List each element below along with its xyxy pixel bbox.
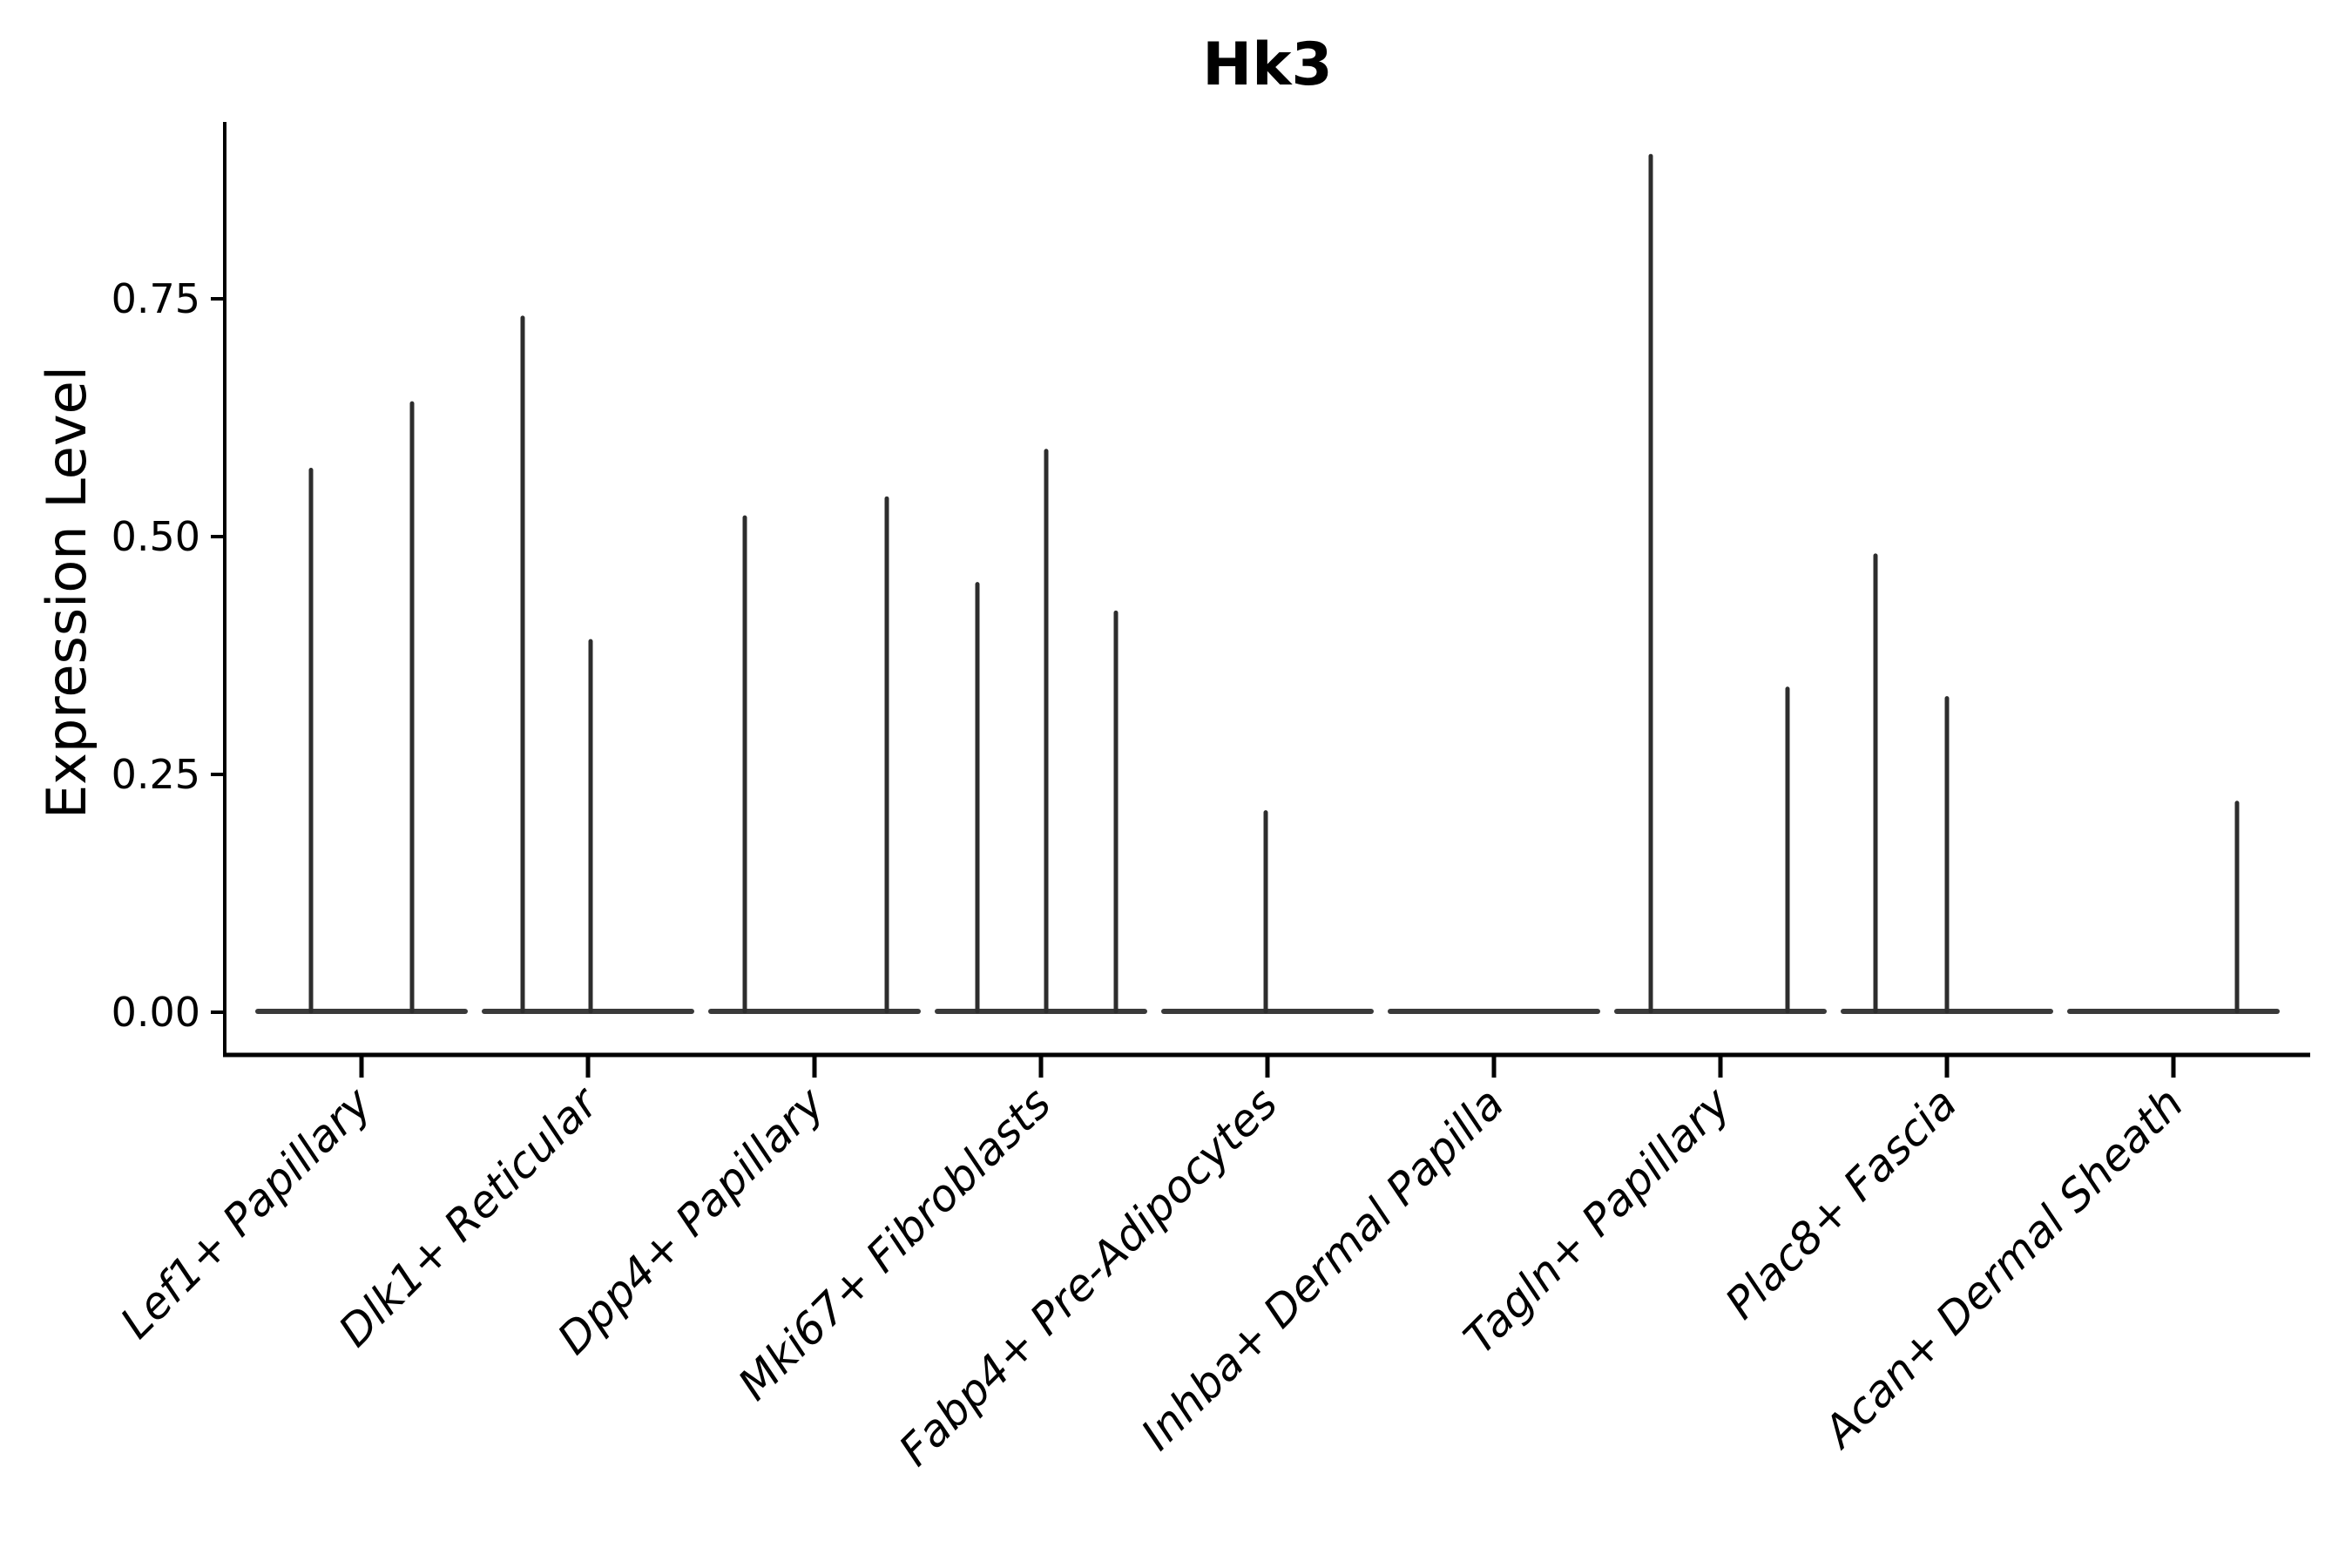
x-tick-label: Fabp4+ Pre-Adipocytes — [889, 1078, 1288, 1476]
y-tick-label: 0.50 — [112, 513, 200, 560]
axes-layer — [211, 122, 2310, 1078]
x-tick-label: Acan+ Dermal Sheath — [1813, 1078, 2193, 1458]
y-tick-label: 0.75 — [112, 275, 200, 322]
y-tick-label: 0.25 — [112, 751, 200, 798]
violins-layer — [255, 153, 2280, 1014]
y-tick-label: 0.00 — [112, 989, 200, 1036]
x-tick-label: Plac8+ Fascia — [1716, 1078, 1967, 1328]
x-tick-label: Inhba+ Dermal Papilla — [1132, 1078, 1513, 1459]
